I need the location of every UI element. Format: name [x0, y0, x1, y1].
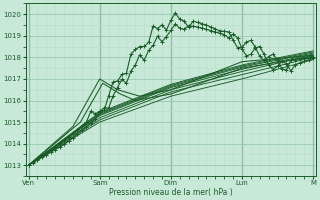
X-axis label: Pression niveau de la mer( hPa ): Pression niveau de la mer( hPa ) — [109, 188, 233, 197]
